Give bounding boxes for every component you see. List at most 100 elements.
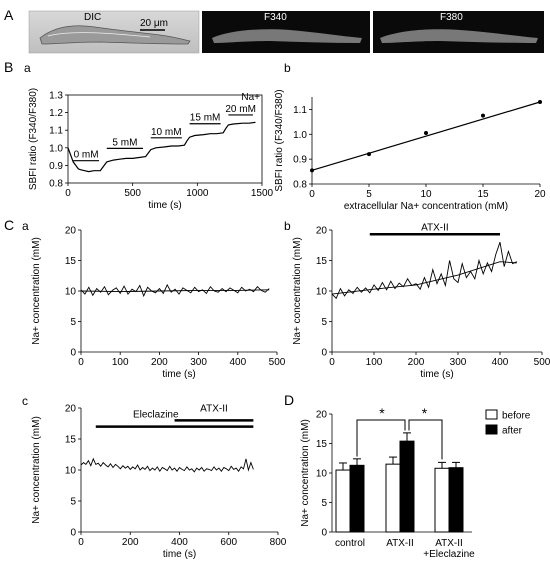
- d-sig-star-0: *: [379, 405, 385, 421]
- ba-step-label-1: 5 mM: [112, 137, 137, 148]
- Cc-y-tick-label: 5: [70, 497, 76, 508]
- cc-treatment-label-1: ATX-II: [200, 403, 228, 414]
- dic-label: DIC: [84, 12, 101, 23]
- Cb-y-axis-label: Na+ concentration (mM): [292, 237, 303, 345]
- d-sig-bracket-1: [408, 419, 443, 460]
- Bb-y-tick-label: 0.9: [293, 155, 307, 166]
- Bb-y-axis-label: SBFI ratio (F340/F380): [274, 89, 285, 191]
- chart-ba: 0 500 1000 1500 0.8 0.9 1.0 1.1 1.2 1.3 time (s) SB…: [28, 88, 274, 211]
- Ba-y-axis-label: SBFI ratio (F340/F380): [28, 88, 39, 190]
- f340-image: [202, 11, 370, 53]
- d-category-label-1: ATX-II: [386, 538, 414, 549]
- Ba-y-tick-label: 1.3: [49, 91, 63, 102]
- Cb-x-tick-label: 100: [366, 357, 383, 368]
- Ba-x-tick-label: 0: [65, 188, 71, 199]
- Ca-y-axis-label: Na+ concentration (mM): [31, 237, 42, 345]
- Ca-y-tick-label: 5: [70, 317, 76, 328]
- Cb-y-tick-label: 15: [316, 256, 328, 267]
- ba-step-label-4: 20 mM: [225, 104, 256, 115]
- bb-point-4: [538, 99, 542, 104]
- bb-point-2: [424, 131, 428, 136]
- f380-image: [373, 11, 544, 53]
- f340-label: F340: [264, 12, 287, 23]
- cc-trace-0: [80, 457, 254, 473]
- Ba-y-tick-label: 1.0: [49, 143, 63, 154]
- bb-point-0: [310, 168, 314, 173]
- Cb-y-tick-label: 20: [316, 226, 328, 237]
- chart-bb: 0 5 10 15 20 0.8 0.9 1.0 1.1 extracellular Na+ co…: [274, 89, 546, 212]
- d-sig-bracket-0: [356, 419, 406, 457]
- Bb-x-axis-label: extracellular Na+ concentration (mM): [344, 201, 508, 212]
- cc-treatment-label-0: Eleclazine: [133, 410, 179, 421]
- d-bar-0-0: [335, 469, 351, 533]
- Ba-y-tick-label: 1.1: [49, 126, 63, 137]
- cb-trace-1: [331, 261, 517, 295]
- panel-label-a: A: [4, 7, 14, 23]
- Ba-y-tick-label: 0.9: [49, 161, 63, 172]
- Ba-x-axis-label: time (s): [148, 200, 181, 211]
- bb-point-3: [481, 113, 485, 118]
- Cc-y-tick-label: 0: [70, 528, 76, 539]
- Bb-x-tick-label: 0: [309, 189, 315, 200]
- Bb-x-tick-label: 20: [534, 189, 546, 200]
- panel-label-d: D: [284, 392, 294, 408]
- Cb-x-tick-label: 200: [408, 357, 425, 368]
- Cc-y-tick-label: 10: [65, 466, 77, 477]
- d-bar-1-0: [385, 463, 401, 533]
- Cc-x-tick-label: 0: [78, 537, 84, 548]
- d-category-label-2: ATX-II: [435, 538, 463, 549]
- d-bar-1-1: [399, 440, 415, 533]
- Bb-x-tick-label: 5: [366, 189, 372, 200]
- Ba-x-tick-label: 500: [124, 188, 141, 199]
- Cb-x-tick-label: 300: [450, 357, 467, 368]
- bb-fit-line: [311, 101, 541, 171]
- Ba-x-tick-label: 1500: [251, 188, 274, 199]
- dic-image: [28, 10, 200, 54]
- Ca-y-tick-label: 20: [65, 226, 77, 237]
- d-legend-label-0: before: [502, 411, 531, 422]
- d-category-label-0: control: [335, 538, 365, 549]
- Ca-x-tick-label: 200: [151, 357, 168, 368]
- bb-point-1: [367, 152, 371, 157]
- d-y-tick-label: 15: [316, 439, 328, 450]
- Ca-x-tick-label: 400: [229, 357, 246, 368]
- Ba-x-tick-label: 1000: [186, 188, 209, 199]
- Cc-y-tick-label: 20: [65, 404, 77, 415]
- Cc-x-axis-label: time (s): [163, 549, 196, 560]
- Ca-x-tick-label: 100: [112, 357, 129, 368]
- Ca-y-tick-label: 15: [65, 256, 77, 267]
- scale-bar-label: 20 μm: [140, 18, 168, 29]
- Cb-x-tick-label: 0: [329, 357, 335, 368]
- Ba-frame: [67, 94, 263, 184]
- Ba-y-tick-label: 1.2: [49, 108, 63, 119]
- d-y-axis-label: Na+ concentration (mM): [300, 419, 311, 527]
- Ca-y-tick-label: 0: [70, 348, 76, 359]
- chart-ca: 0 100 200 300 400 500 0 5 10 15 20 time (s) Na+ conc…: [31, 226, 286, 381]
- d-y-tick-label: 0: [321, 528, 327, 539]
- ba-step-label-3: 15 mM: [190, 113, 221, 124]
- Ca-x-tick-label: 500: [269, 357, 286, 368]
- sublabel-ba: a: [24, 61, 31, 75]
- d-bar-2-0: [434, 467, 450, 533]
- chart-cc: 0 200 400 600 800 0 5 10 15 20 time (s) Na+ concent…: [31, 403, 287, 560]
- Cb-x-tick-label: 400: [492, 357, 509, 368]
- Bb-y-tick-label: 1.0: [293, 130, 307, 141]
- d-y-tick-label: 5: [321, 498, 327, 509]
- sublabel-cb: b: [284, 219, 291, 233]
- d-category-label-2: +Eleclazine: [423, 549, 475, 560]
- d-legend-swatch-0: [485, 409, 498, 420]
- d-sig-star-1: *: [422, 405, 428, 421]
- Ca-x-tick-label: 300: [190, 357, 207, 368]
- Cc-x-tick-label: 400: [171, 537, 188, 548]
- d-bar-2-1: [448, 467, 464, 533]
- d-y-tick-label: 20: [316, 410, 328, 421]
- d-legend-swatch-1: [485, 424, 498, 435]
- Cb-y-tick-label: 5: [321, 317, 327, 328]
- ba-step-label-2: 10 mM: [151, 127, 182, 138]
- Bb-x-tick-label: 15: [477, 189, 489, 200]
- Cb-x-tick-label: 500: [534, 357, 550, 368]
- Bb-x-tick-label: 10: [420, 189, 432, 200]
- d-y-tick-label: 10: [316, 469, 328, 480]
- Cc-x-tick-label: 600: [220, 537, 237, 548]
- Cc-x-tick-label: 200: [122, 537, 139, 548]
